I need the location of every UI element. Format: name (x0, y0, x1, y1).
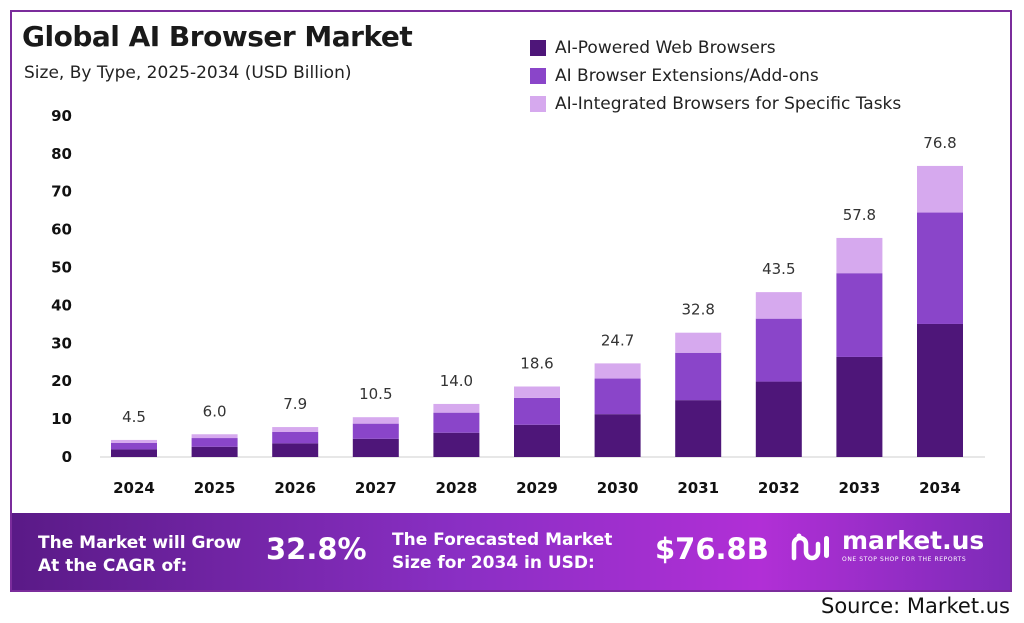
bar-segment (433, 432, 480, 457)
x-tick-label: 2025 (194, 479, 236, 497)
bar-segment (836, 273, 883, 357)
bar-total-label: 4.5 (122, 408, 146, 426)
bar-segment (111, 439, 157, 443)
bar-total-label: 57.8 (843, 206, 876, 224)
bar-total-label: 6.0 (203, 402, 227, 420)
bar-segment (917, 323, 963, 457)
bar-segment (191, 434, 238, 439)
chart-title: Global AI Browser Market (22, 20, 413, 53)
x-tick-label: 2027 (355, 479, 397, 497)
bar-total-label: 32.8 (681, 301, 714, 319)
bar-segment (272, 443, 319, 457)
cagr-label: The Market will Grow At the CAGR of: (38, 532, 241, 578)
y-tick-label: 0 (62, 448, 72, 466)
market-us-logo: market.us ONE STOP SHOP FOR THE REPORTS (790, 528, 984, 563)
logo-tagline: ONE STOP SHOP FOR THE REPORTS (842, 556, 967, 563)
forecast-label-line2: Size for 2034 in USD: (392, 553, 595, 573)
legend-swatch (530, 40, 546, 56)
legend-label: AI-Powered Web Browsers (555, 38, 776, 58)
bar-segment (836, 237, 883, 274)
forecast-value: $76.8B (655, 532, 769, 566)
legend: AI-Powered Web Browsers AI Browser Exten… (530, 34, 901, 118)
bar-segment (594, 414, 641, 457)
bar-segment (433, 403, 480, 413)
bar-segment (272, 427, 319, 432)
x-tick-label: 2033 (839, 479, 881, 497)
bar-segment (111, 442, 157, 450)
bar-segment (191, 446, 238, 457)
bar-segment (755, 318, 802, 382)
x-tick-label: 2028 (436, 479, 478, 497)
legend-item: AI-Powered Web Browsers (530, 34, 901, 62)
x-tick-label: 2026 (274, 479, 316, 497)
source-note: Source: Market.us (821, 594, 1010, 618)
bar-segment (433, 412, 480, 433)
bar-segment (675, 352, 722, 401)
bar-segment (352, 423, 399, 439)
forecast-label-line1: The Forecasted Market (392, 530, 613, 550)
y-tick-label: 60 (51, 221, 72, 239)
legend-swatch (530, 68, 546, 84)
bar-total-label: 14.0 (440, 372, 473, 390)
logo-icon (791, 533, 829, 560)
legend-label: AI-Integrated Browsers for Specific Task… (555, 94, 902, 114)
y-tick-label: 10 (51, 410, 72, 428)
y-tick-label: 50 (51, 259, 72, 277)
bar-segment (514, 386, 560, 398)
bar-total-label: 10.5 (359, 385, 392, 403)
bar-segment (191, 438, 238, 447)
bar-segment (675, 400, 722, 457)
y-tick-label: 30 (51, 334, 72, 352)
bar-total-label: 24.7 (601, 331, 634, 349)
bar-segment (594, 378, 641, 415)
legend-item: AI-Integrated Browsers for Specific Task… (530, 90, 901, 118)
cagr-label-line1: The Market will Grow (38, 533, 242, 553)
x-tick-label: 2031 (677, 479, 719, 497)
legend-item: AI Browser Extensions/Add-ons (530, 62, 901, 90)
bar-segment (352, 438, 399, 457)
chart-subtitle: Size, By Type, 2025-2034 (USD Billion) (24, 63, 352, 83)
bar-segment (917, 165, 963, 213)
forecast-label: The Forecasted Market Size for 2034 in U… (392, 529, 612, 575)
bar-segment (594, 363, 641, 379)
x-tick-label: 2030 (597, 479, 639, 497)
bar-segment (755, 292, 802, 319)
bar-segment (917, 212, 963, 324)
bar-total-label: 7.9 (283, 395, 307, 413)
legend-swatch (530, 96, 546, 112)
bar-segment (111, 449, 157, 457)
bar-segment (675, 332, 722, 353)
x-tick-label: 2029 (516, 479, 558, 497)
cagr-label-line2: At the CAGR of: (38, 556, 188, 576)
bar-segment (272, 431, 319, 444)
y-tick-label: 70 (51, 183, 72, 201)
summary-banner (12, 513, 1010, 590)
y-tick-label: 90 (51, 107, 72, 125)
bar-segment (836, 356, 883, 457)
bar-total-label: 43.5 (762, 260, 795, 278)
bar-total-label: 76.8 (923, 134, 956, 152)
x-tick-label: 2024 (113, 479, 155, 497)
bar-segment (514, 397, 560, 425)
bar-total-label: 18.6 (520, 355, 553, 373)
x-tick-label: 2032 (758, 479, 800, 497)
x-tick-label: 2034 (919, 479, 961, 497)
bar-segment (514, 424, 560, 457)
logo-name: market.us (842, 526, 985, 555)
bar-chart: 01020304050607080904.520246.020257.92026… (51, 107, 985, 497)
y-tick-label: 40 (51, 296, 72, 314)
bar-segment (755, 381, 802, 457)
legend-label: AI Browser Extensions/Add-ons (555, 66, 819, 86)
bar-segment (352, 417, 399, 424)
y-tick-label: 80 (51, 145, 72, 163)
cagr-value: 32.8% (266, 532, 367, 566)
y-tick-label: 20 (51, 372, 72, 390)
